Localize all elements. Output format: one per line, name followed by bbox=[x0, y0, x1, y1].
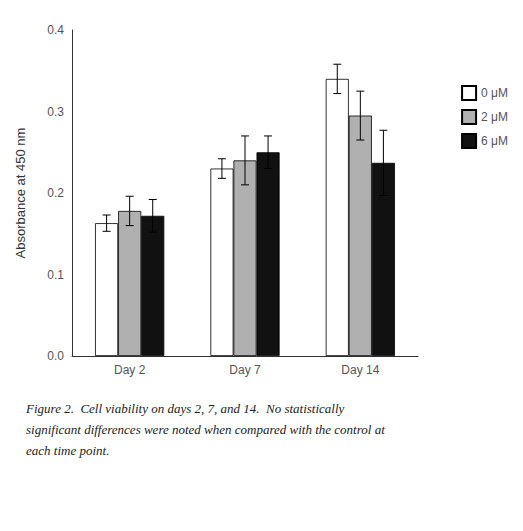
svg-text:0.4: 0.4 bbox=[47, 23, 64, 37]
svg-text:Day 14: Day 14 bbox=[341, 363, 379, 377]
svg-text:Absorbance at 450 nm: Absorbance at 450 nm bbox=[13, 128, 28, 259]
svg-text:0.1: 0.1 bbox=[47, 268, 64, 282]
svg-text:0.3: 0.3 bbox=[47, 105, 64, 119]
svg-text:0.0: 0.0 bbox=[47, 349, 64, 363]
svg-text:6 μM: 6 μM bbox=[481, 134, 508, 148]
svg-text:2 μM: 2 μM bbox=[481, 110, 508, 124]
svg-text:each time point.: each time point. bbox=[26, 443, 109, 458]
svg-text:Day 7: Day 7 bbox=[229, 363, 261, 377]
svg-text:0 μM: 0 μM bbox=[481, 86, 508, 100]
svg-text:Figure 2. Cell viability on d: Figure 2. Cell viability on days 2, 7, a… bbox=[25, 401, 345, 416]
svg-text:significant differences were n: significant differences were noted when … bbox=[26, 422, 385, 437]
svg-text:0.2: 0.2 bbox=[47, 186, 64, 200]
svg-text:Day 2: Day 2 bbox=[114, 363, 146, 377]
